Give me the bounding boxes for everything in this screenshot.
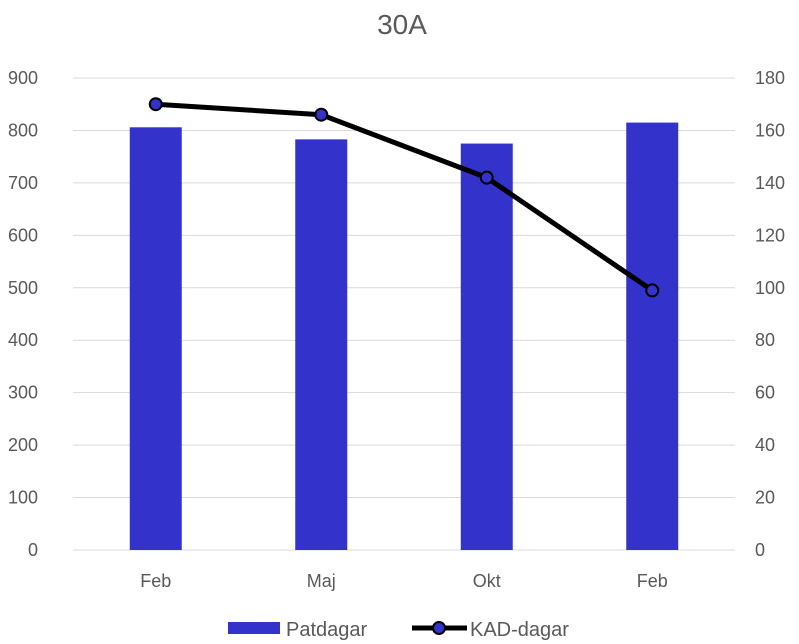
legend-swatch-bar xyxy=(228,622,280,634)
right-tick-label: 80 xyxy=(755,330,775,350)
legend-label-kad-dagar: KAD-dagar xyxy=(470,619,569,641)
right-tick-label: 60 xyxy=(755,383,775,403)
legend: Patdagar KAD-dagar xyxy=(228,619,569,641)
line-point xyxy=(479,170,494,185)
x-tick-label: Feb xyxy=(637,571,668,591)
line-series xyxy=(148,97,660,298)
gridlines xyxy=(73,77,735,551)
left-tick-label: 900 xyxy=(8,68,38,88)
left-tick-label: 500 xyxy=(8,278,38,298)
right-tick-label: 180 xyxy=(755,68,785,88)
left-axis-ticks: 0 100 200 300 400 500 600 700 800 900 xyxy=(8,68,38,560)
left-tick-label: 100 xyxy=(8,488,38,508)
right-tick-label: 0 xyxy=(755,540,765,560)
right-axis-ticks: 0 20 40 60 80 100 120 140 160 180 xyxy=(755,68,785,560)
bar-series xyxy=(129,122,679,551)
right-tick-label: 100 xyxy=(755,278,785,298)
bar xyxy=(460,143,513,551)
chart-title: 30A xyxy=(377,9,427,40)
bar xyxy=(129,127,182,550)
x-tick-label: Maj xyxy=(307,571,336,591)
bar xyxy=(295,139,348,551)
right-tick-label: 40 xyxy=(755,435,775,455)
left-tick-label: 200 xyxy=(8,435,38,455)
x-axis-ticks: Feb Maj Okt Feb xyxy=(140,571,668,591)
right-tick-label: 20 xyxy=(755,488,775,508)
left-tick-label: 800 xyxy=(8,120,38,140)
bar xyxy=(626,122,679,551)
left-tick-label: 600 xyxy=(8,225,38,245)
legend-label-patdagar: Patdagar xyxy=(286,619,368,641)
left-tick-label: 300 xyxy=(8,383,38,403)
right-tick-label: 160 xyxy=(755,120,785,140)
right-tick-label: 140 xyxy=(755,173,785,193)
line-point xyxy=(148,97,163,112)
legend-swatch-marker xyxy=(432,621,446,635)
kad-line xyxy=(155,101,654,293)
x-tick-label: Feb xyxy=(140,571,171,591)
left-tick-label: 400 xyxy=(8,330,38,350)
right-tick-label: 120 xyxy=(755,225,785,245)
x-tick-label: Okt xyxy=(473,571,501,591)
line-point xyxy=(645,283,660,298)
left-tick-label: 700 xyxy=(8,173,38,193)
line-point xyxy=(314,107,329,122)
left-tick-label: 0 xyxy=(28,540,38,560)
